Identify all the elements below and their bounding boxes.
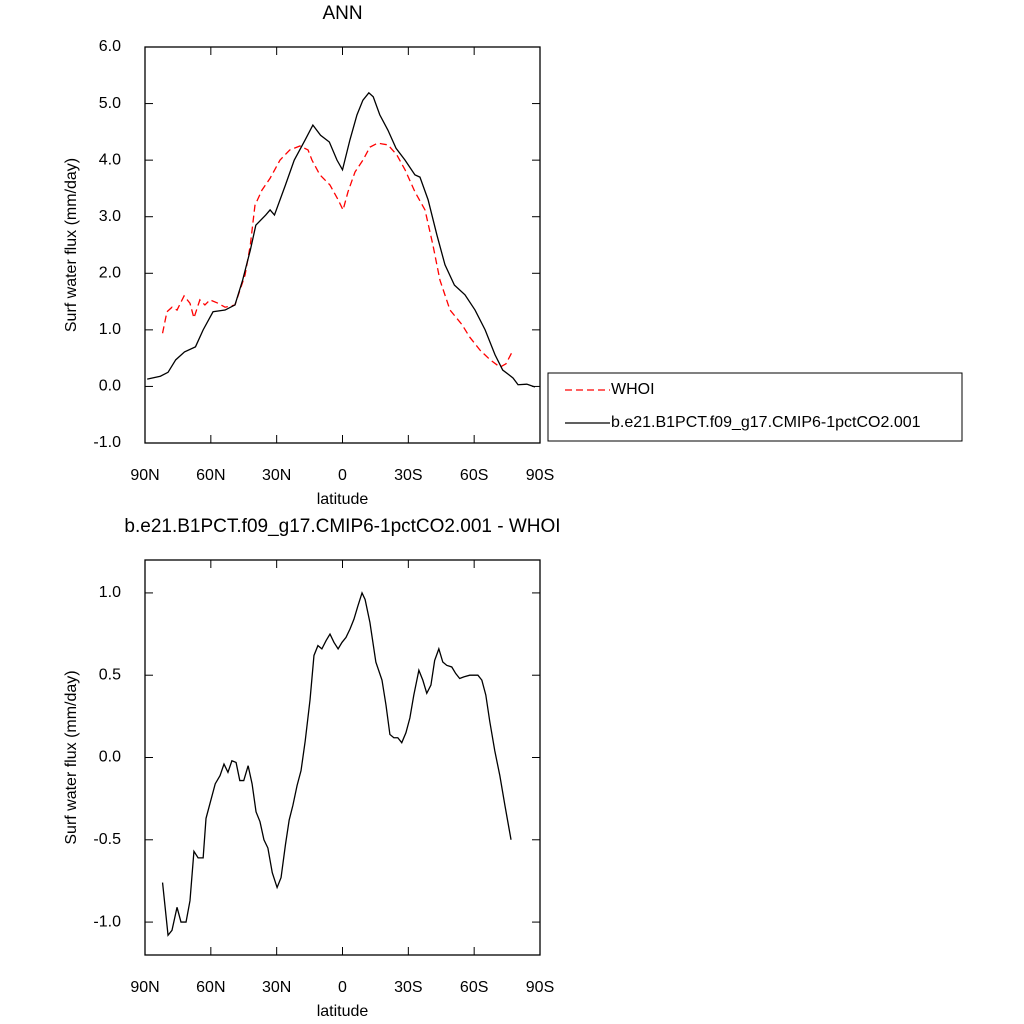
y-tick-label: -1.0 bbox=[93, 913, 121, 930]
y-tick-label: 6.0 bbox=[99, 38, 121, 55]
x-tick-label: 60N bbox=[196, 467, 225, 484]
chart-title: ANN bbox=[322, 3, 362, 24]
y-tick-label: 0.0 bbox=[99, 749, 121, 766]
y-tick-label: -0.5 bbox=[93, 831, 121, 848]
x-tick-label: 30S bbox=[394, 467, 422, 484]
x-tick-label: 90N bbox=[130, 979, 159, 996]
x-tick-label: 30N bbox=[262, 467, 291, 484]
data-line bbox=[147, 91, 536, 388]
y-tick-label: 5.0 bbox=[99, 95, 121, 112]
x-tick-label: 90S bbox=[526, 979, 554, 996]
x-axis-label: latitude bbox=[317, 1003, 369, 1020]
legend: WHOI b.e21.B1PCT.f09_g17.CMIP6-1pctCO2.00… bbox=[547, 372, 963, 442]
chart-title: b.e21.B1PCT.f09_g17.CMIP6-1pctCO2.001 - … bbox=[124, 516, 560, 537]
x-axis-label: latitude bbox=[317, 491, 369, 508]
y-tick-label: 1.0 bbox=[99, 321, 121, 338]
chart: b.e21.B1PCT.f09_g17.CMIP6-1pctCO2.001 - … bbox=[63, 516, 560, 1020]
data-line bbox=[161, 591, 512, 937]
data-line bbox=[161, 142, 513, 368]
x-tick-label: 30N bbox=[262, 979, 291, 996]
y-axis-label: Surf water flux (mm/day) bbox=[63, 670, 80, 844]
chart: ANN latitude Surf water flux (mm/day) 90N 60… bbox=[63, 3, 963, 508]
legend-label: b.e21.B1PCT.f09_g17.CMIP6-1pctCO2.001 bbox=[611, 414, 921, 431]
legend-label: WHOI bbox=[611, 381, 655, 398]
y-tick-label: 2.0 bbox=[99, 265, 121, 282]
y-tick-label: 4.0 bbox=[99, 151, 121, 168]
y-tick-label: 0.5 bbox=[99, 666, 121, 683]
x-tick-label: 90S bbox=[526, 467, 554, 484]
x-tick-label: 90N bbox=[130, 467, 159, 484]
x-tick-label: 0 bbox=[338, 467, 347, 484]
y-axis-label: Surf water flux (mm/day) bbox=[63, 158, 80, 332]
x-tick-label: 60N bbox=[196, 979, 225, 996]
y-tick-label: -1.0 bbox=[93, 434, 121, 451]
plot-frame bbox=[144, 559, 541, 956]
x-tick-label: 60S bbox=[460, 979, 488, 996]
y-tick-label: 1.0 bbox=[99, 584, 121, 601]
x-tick-label: 60S bbox=[460, 467, 488, 484]
plot-frame bbox=[144, 46, 541, 444]
x-tick-label: 30S bbox=[394, 979, 422, 996]
x-tick-label: 0 bbox=[338, 979, 347, 996]
y-tick-label: 3.0 bbox=[99, 208, 121, 225]
y-tick-label: 0.0 bbox=[99, 378, 121, 395]
legend-box bbox=[547, 372, 963, 442]
